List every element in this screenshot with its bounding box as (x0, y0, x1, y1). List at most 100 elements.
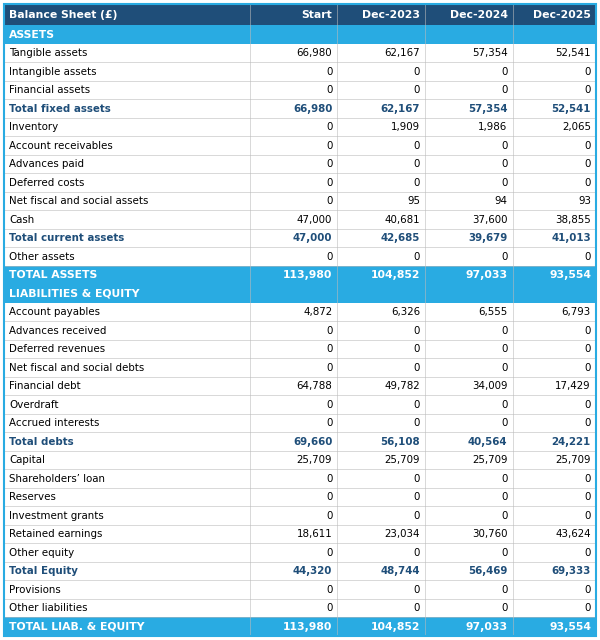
Bar (4, 118, 596, 136)
Text: 0: 0 (584, 492, 591, 502)
Bar (4, 99, 596, 118)
Text: 24,221: 24,221 (552, 436, 591, 447)
Text: Financial assets: Financial assets (9, 85, 90, 95)
Text: Total debts: Total debts (9, 436, 74, 447)
Text: 4,872: 4,872 (303, 307, 332, 317)
Text: Investment grants: Investment grants (9, 511, 104, 521)
Text: 0: 0 (584, 400, 591, 410)
Text: 0: 0 (501, 474, 508, 484)
Text: Accrued interests: Accrued interests (9, 418, 100, 428)
Text: Total fixed assets: Total fixed assets (9, 104, 111, 114)
Text: 0: 0 (326, 122, 332, 132)
Text: 104,852: 104,852 (370, 621, 420, 632)
Text: 56,469: 56,469 (468, 566, 508, 576)
Bar (4, 321, 596, 340)
Text: 30,760: 30,760 (472, 529, 508, 540)
Text: 57,354: 57,354 (468, 104, 508, 114)
Text: 0: 0 (413, 400, 420, 410)
Text: Other assets: Other assets (9, 252, 74, 262)
Text: 40,564: 40,564 (468, 436, 508, 447)
Text: 0: 0 (501, 85, 508, 95)
Text: 0: 0 (501, 252, 508, 262)
Text: 0: 0 (501, 67, 508, 77)
Text: 0: 0 (413, 344, 420, 354)
Text: 0: 0 (413, 418, 420, 428)
Text: 0: 0 (584, 178, 591, 188)
Text: 38,855: 38,855 (555, 214, 591, 225)
Text: 0: 0 (584, 474, 591, 484)
Text: Retained earnings: Retained earnings (9, 529, 103, 540)
Text: 0: 0 (501, 418, 508, 428)
Text: 0: 0 (501, 141, 508, 150)
Text: 0: 0 (413, 585, 420, 595)
Text: 25,709: 25,709 (385, 455, 420, 465)
Text: 49,782: 49,782 (384, 381, 420, 391)
Text: Account payables: Account payables (9, 307, 100, 317)
Text: 0: 0 (326, 67, 332, 77)
Text: 52,541: 52,541 (556, 48, 591, 58)
Text: 0: 0 (501, 363, 508, 372)
Text: Dec-2023: Dec-2023 (362, 10, 420, 20)
Text: 47,000: 47,000 (297, 214, 332, 225)
Bar (4, 4, 596, 26)
Text: 0: 0 (413, 67, 420, 77)
Text: 41,013: 41,013 (551, 233, 591, 243)
Text: Account receivables: Account receivables (9, 141, 113, 150)
Text: 25,709: 25,709 (556, 455, 591, 465)
Text: TOTAL ASSETS: TOTAL ASSETS (9, 270, 97, 280)
Text: 48,744: 48,744 (380, 566, 420, 576)
Text: Shareholders’ loan: Shareholders’ loan (9, 474, 105, 484)
Text: 6,793: 6,793 (562, 307, 591, 317)
Text: Reserves: Reserves (9, 492, 56, 502)
Text: Balance Sheet (£): Balance Sheet (£) (9, 10, 118, 20)
Text: 62,167: 62,167 (384, 48, 420, 58)
Bar (4, 562, 596, 580)
Text: 93: 93 (578, 196, 591, 206)
Bar (4, 211, 596, 229)
Text: 0: 0 (584, 252, 591, 262)
Text: 37,600: 37,600 (472, 214, 508, 225)
Text: 113,980: 113,980 (283, 621, 332, 632)
Text: Financial debt: Financial debt (9, 381, 80, 391)
Text: 0: 0 (326, 141, 332, 150)
Text: Inventory: Inventory (9, 122, 58, 132)
Text: 0: 0 (501, 604, 508, 613)
Text: 0: 0 (584, 585, 591, 595)
Text: 0: 0 (413, 492, 420, 502)
Text: 0: 0 (584, 344, 591, 354)
Text: 39,679: 39,679 (468, 233, 508, 243)
Text: 2,065: 2,065 (562, 122, 591, 132)
Text: LIABILITIES & EQUITY: LIABILITIES & EQUITY (9, 289, 139, 299)
Bar (4, 377, 596, 396)
Bar (4, 303, 596, 321)
Text: 0: 0 (413, 548, 420, 557)
Bar (4, 155, 596, 173)
Bar (4, 358, 596, 377)
Text: 0: 0 (584, 67, 591, 77)
Bar (4, 229, 596, 248)
Text: Deferred costs: Deferred costs (9, 178, 85, 188)
Text: 0: 0 (584, 141, 591, 150)
Text: 34,009: 34,009 (472, 381, 508, 391)
Text: 6,326: 6,326 (391, 307, 420, 317)
Text: 93,554: 93,554 (549, 621, 591, 632)
Text: 0: 0 (326, 85, 332, 95)
Text: 0: 0 (326, 252, 332, 262)
Text: 0: 0 (326, 418, 332, 428)
Bar (4, 26, 596, 44)
Bar (4, 44, 596, 63)
Text: 0: 0 (326, 604, 332, 613)
Text: 0: 0 (584, 511, 591, 521)
Bar (4, 340, 596, 358)
Text: 0: 0 (413, 141, 420, 150)
Text: 62,167: 62,167 (380, 104, 420, 114)
Text: 0: 0 (413, 326, 420, 336)
Text: Tangible assets: Tangible assets (9, 48, 88, 58)
Text: 0: 0 (413, 511, 420, 521)
Text: 0: 0 (501, 178, 508, 188)
Text: 0: 0 (326, 344, 332, 354)
Text: 47,000: 47,000 (293, 233, 332, 243)
Text: TOTAL LIAB. & EQUITY: TOTAL LIAB. & EQUITY (9, 621, 145, 632)
Text: 0: 0 (413, 85, 420, 95)
Text: Dec-2025: Dec-2025 (533, 10, 591, 20)
